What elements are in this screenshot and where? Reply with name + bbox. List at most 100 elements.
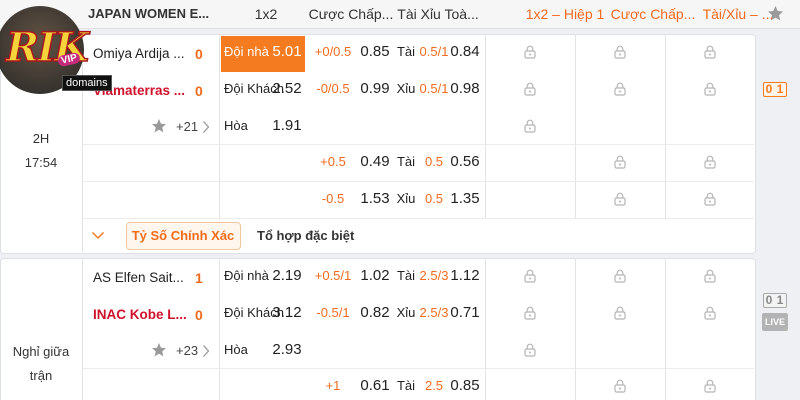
divider	[485, 34, 486, 218]
handicap-price[interactable]: 1.02	[360, 267, 390, 285]
total-price[interactable]: 1.35	[450, 190, 480, 208]
lock-icon	[704, 380, 716, 394]
divider	[83, 217, 754, 219]
total-line: 0.5	[424, 191, 444, 207]
handicap-line: +0.5/1	[314, 268, 352, 284]
total-side: Tài	[396, 268, 416, 284]
odd-label[interactable]: Đội nhà	[224, 268, 269, 284]
total-side: Tài	[396, 378, 416, 394]
total-side: Tài	[396, 154, 416, 170]
lock-icon	[614, 380, 626, 394]
more-markets[interactable]: +21	[176, 119, 199, 135]
odd-label[interactable]: Hòa	[224, 117, 248, 133]
handicap-line: +1	[325, 378, 341, 394]
lock-icon	[704, 306, 716, 320]
column-header[interactable]: Tài Xỉu Toà...	[397, 6, 479, 22]
column-header[interactable]: 1x2 – Hiệp 1	[525, 6, 605, 22]
column-header[interactable]: 1x2	[254, 6, 278, 22]
odd-price[interactable]: 3.12	[272, 304, 302, 322]
column-header[interactable]: Tài/Xỉu – ...	[702, 6, 774, 22]
odd-label[interactable]: Đội nhà	[224, 44, 269, 60]
chevron-right	[203, 345, 210, 358]
header-bar	[0, 0, 800, 29]
score-box	[763, 82, 787, 97]
column-header[interactable]: Cược Chấp...	[610, 6, 696, 22]
total-price[interactable]: 0.85	[450, 377, 480, 395]
logo-sub: domains	[62, 75, 112, 91]
live-badge[interactable]: LIVE	[761, 313, 789, 331]
favorite-star[interactable]	[767, 5, 784, 22]
handicap-line: -0.5	[321, 191, 345, 207]
divider	[575, 258, 576, 400]
match-block	[0, 34, 756, 254]
tab-label[interactable]: Tỷ Số Chính Xác	[131, 227, 235, 243]
handicap-line: +0/0.5	[314, 44, 352, 60]
total-line: 0.5/1	[419, 81, 449, 97]
total-price[interactable]: 1.12	[450, 267, 480, 285]
handicap-price[interactable]: 0.61	[360, 377, 390, 395]
tab-label[interactable]: Tổ hợp đặc biệt	[257, 227, 355, 243]
odd-price[interactable]: 2.19	[272, 267, 302, 285]
divider	[219, 34, 220, 218]
divider	[665, 258, 666, 400]
lock-icon	[704, 192, 716, 206]
divider	[83, 144, 754, 146]
lock-icon	[614, 270, 626, 283]
handicap-price[interactable]: 0.85	[360, 43, 390, 61]
favorite-star[interactable]	[151, 342, 167, 358]
odd-price[interactable]: 5.01	[272, 43, 302, 61]
handicap-price[interactable]: 1.53	[360, 190, 390, 208]
lock-icon	[524, 46, 536, 59]
team-score: 0	[195, 46, 203, 62]
lock-icon	[524, 270, 536, 283]
odd-price[interactable]: 2.52	[272, 80, 302, 98]
handicap-line: +0.5	[320, 154, 346, 170]
score-box-digit: 1	[776, 293, 784, 307]
team-name: Viamaterras ...	[93, 82, 186, 98]
handicap-price[interactable]: 0.99	[360, 80, 390, 98]
column-header[interactable]: Cược Chấp...	[308, 6, 394, 22]
odd-price[interactable]: 2.93	[272, 340, 302, 358]
total-side: Xỉu	[396, 191, 416, 207]
match-status: 17:54	[24, 155, 58, 170]
lock-icon	[524, 82, 536, 96]
total-side: Xỉu	[396, 305, 416, 321]
handicap-line: -0/0.5	[316, 81, 350, 97]
total-price[interactable]: 0.71	[450, 304, 480, 322]
chevron-right	[203, 121, 210, 134]
score-box-digit: 1	[776, 82, 784, 96]
lock-icon	[614, 46, 626, 59]
odd-price[interactable]: 1.91	[272, 116, 302, 134]
total-price[interactable]: 0.84	[450, 43, 480, 61]
divider	[83, 368, 754, 370]
total-side: Tài	[396, 44, 416, 60]
tab	[126, 221, 241, 250]
score-box-digit: 0	[765, 82, 773, 96]
selected-odd	[221, 36, 305, 72]
odd-label[interactable]: Đội Khách	[224, 81, 284, 97]
divider	[82, 34, 83, 252]
lock-icon	[704, 46, 716, 59]
handicap-price[interactable]: 0.82	[360, 304, 390, 322]
match-status: trận	[29, 368, 53, 383]
handicap-price[interactable]: 0.49	[360, 153, 390, 171]
lock-icon	[614, 82, 626, 96]
divider	[83, 180, 754, 182]
divider	[219, 258, 220, 400]
total-price[interactable]: 0.98	[450, 80, 480, 98]
odd-label[interactable]: Đội Khách	[224, 305, 284, 321]
expand-chevron[interactable]	[91, 231, 105, 240]
total-price[interactable]: 0.56	[450, 153, 480, 171]
lock-icon	[524, 119, 536, 133]
odd-label[interactable]: Hòa	[224, 341, 248, 357]
lock-icon	[614, 306, 626, 320]
lock-icon	[614, 192, 626, 206]
match-status: Nghỉ giữa	[12, 344, 70, 359]
more-markets[interactable]: +23	[176, 343, 199, 359]
lock-icon	[524, 343, 536, 357]
lock-icon	[704, 156, 716, 170]
favorite-star[interactable]	[151, 118, 167, 134]
total-line: 0.5	[424, 154, 444, 170]
team-name: AS Elfen Sait...	[93, 270, 184, 285]
